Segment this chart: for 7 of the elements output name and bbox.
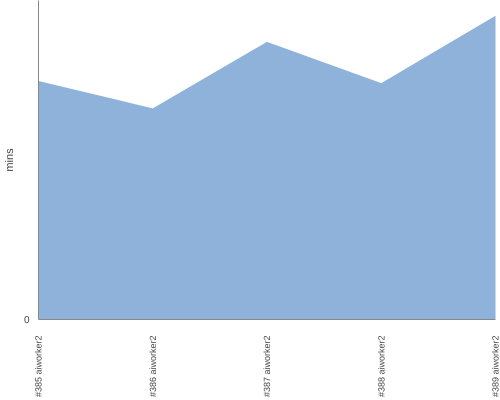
x-tick-label: #385 aiworker2 (34, 335, 44, 398)
y-axis-title: mins (4, 148, 16, 172)
x-tick-label: #386 aiworker2 (148, 335, 158, 398)
x-tick-label: #387 aiworker2 (262, 335, 272, 398)
text: 0 (24, 315, 30, 326)
x-tick-label: #389 aiworker2 (490, 335, 500, 398)
x-tick-label: #388 aiworker2 (376, 335, 386, 398)
